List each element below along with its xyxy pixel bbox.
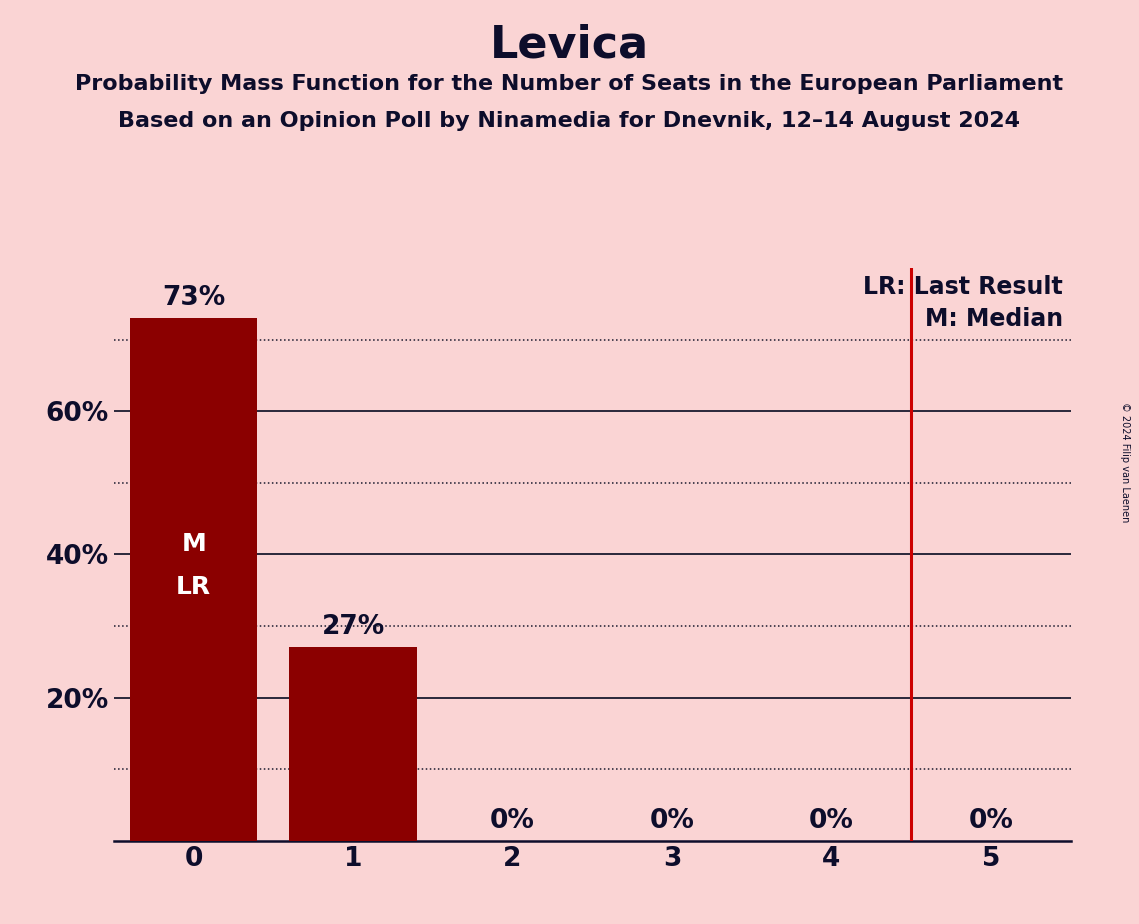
Text: 0%: 0% xyxy=(968,808,1014,833)
Text: © 2024 Filip van Laenen: © 2024 Filip van Laenen xyxy=(1121,402,1130,522)
Text: 0%: 0% xyxy=(490,808,535,833)
Text: M: Median: M: Median xyxy=(925,308,1063,332)
Text: Levica: Levica xyxy=(490,23,649,67)
Text: 27%: 27% xyxy=(321,614,385,640)
Text: 73%: 73% xyxy=(162,285,226,310)
Bar xyxy=(289,648,417,841)
Text: LR: LR xyxy=(177,575,211,599)
Text: LR: Last Result: LR: Last Result xyxy=(863,275,1063,299)
Text: Probability Mass Function for the Number of Seats in the European Parliament: Probability Mass Function for the Number… xyxy=(75,74,1064,94)
Text: 0%: 0% xyxy=(649,808,695,833)
Text: Based on an Opinion Poll by Ninamedia for Dnevnik, 12–14 August 2024: Based on an Opinion Poll by Ninamedia fo… xyxy=(118,111,1021,131)
Text: M: M xyxy=(181,531,206,555)
Bar xyxy=(130,318,257,841)
Text: 0%: 0% xyxy=(809,808,854,833)
